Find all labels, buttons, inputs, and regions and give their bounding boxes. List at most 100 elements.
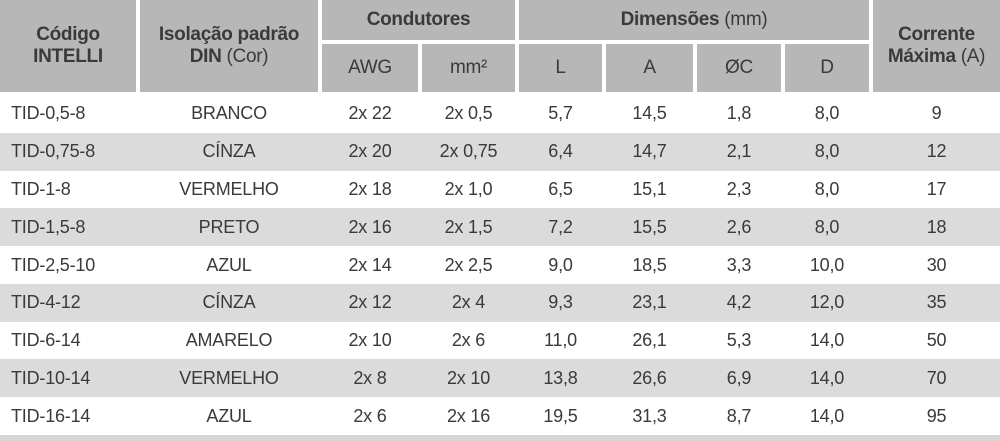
header-dimensions-label: Dimensões (mm) bbox=[621, 9, 768, 31]
table-row: TID-1-8 VERMELHO 2x 18 2x 1,0 6,5 15,1 2,3 8,0 1… bbox=[0, 170, 1000, 209]
cell-awg: 2x 18 bbox=[348, 178, 392, 199]
cell-oc: 5,3 bbox=[726, 330, 752, 351]
table-row: TID-10-14 VERMELHO 2x 8 2x 10 13,8 26,6 6,9 14,… bbox=[0, 359, 1000, 398]
cell-mm2: 2x 2,5 bbox=[444, 254, 493, 275]
cell-color: CÍNZA bbox=[202, 292, 256, 313]
cell-a: 26,6 bbox=[632, 367, 667, 388]
cell-oc: 1,8 bbox=[726, 103, 752, 124]
cell-mm2: 2x 6 bbox=[451, 330, 486, 351]
cell-code: TID-10-14 bbox=[11, 367, 91, 388]
cell-color: AMARELO bbox=[185, 330, 273, 351]
bottom-strip bbox=[0, 435, 1000, 441]
cell-code: TID-1,5-8 bbox=[11, 216, 86, 237]
cell-d: 14,0 bbox=[809, 330, 845, 351]
cell-code: TID-1-8 bbox=[11, 178, 71, 199]
cell-color: AZUL bbox=[206, 254, 252, 275]
header-sub-d: D bbox=[785, 44, 869, 92]
header-conductors-label: Condutores bbox=[366, 8, 471, 30]
cell-a: 14,7 bbox=[632, 141, 667, 162]
header-sub-a: A bbox=[606, 44, 693, 92]
cell-oc: 4,2 bbox=[726, 292, 752, 313]
table-row: TID-6-14 AMARELO 2x 10 2x 6 11,0 26,1 5,3 14,0 5… bbox=[0, 321, 1000, 360]
cell-mm2: 2x 10 bbox=[446, 367, 491, 388]
header-dimensions-group: Dimensões (mm) bbox=[519, 0, 869, 40]
cell-l: 11,0 bbox=[544, 330, 577, 351]
cell-color: CÍNZA bbox=[202, 141, 256, 162]
header-code: Código INTELLI bbox=[0, 0, 136, 92]
table-header: Código INTELLI Isolação padrão DIN (Cor)… bbox=[0, 0, 1000, 92]
cell-mm2: 2x 0,5 bbox=[444, 103, 493, 124]
cell-current: 17 bbox=[926, 178, 947, 199]
cell-mm2: 2x 1,0 bbox=[444, 178, 493, 199]
cell-code: TID-0,5-8 bbox=[11, 103, 86, 124]
cell-awg: 2x 12 bbox=[348, 292, 392, 313]
cell-awg: 2x 10 bbox=[348, 330, 392, 351]
cell-current: 95 bbox=[926, 405, 947, 426]
cell-a: 23,1 bbox=[632, 292, 667, 313]
cell-l: 9,3 bbox=[548, 292, 573, 313]
cell-a: 26,1 bbox=[632, 330, 667, 351]
cell-awg: 2x 8 bbox=[353, 367, 387, 388]
header-sub-mm2: mm² bbox=[422, 44, 515, 92]
cell-color: VERMELHO bbox=[179, 178, 279, 199]
cell-color: AZUL bbox=[206, 405, 252, 426]
table-row: TID-2,5-10 AZUL 2x 14 2x 2,5 9,0 18,5 3,3 10,0 3… bbox=[0, 246, 1000, 284]
cell-color: PRETO bbox=[198, 216, 260, 237]
header-insulation-line2: DIN (Cor) bbox=[190, 46, 269, 68]
cell-mm2: 2x 0,75 bbox=[439, 141, 498, 162]
header-insulation-line1: Isolação padrão bbox=[158, 23, 300, 45]
header-conductors-group: Condutores bbox=[322, 0, 515, 40]
cell-a: 14,5 bbox=[632, 103, 667, 124]
cell-l: 6,5 bbox=[548, 178, 573, 199]
cell-d: 8,0 bbox=[814, 141, 840, 162]
header-dimensions-word: Dimensões bbox=[620, 8, 720, 30]
cell-a: 15,5 bbox=[632, 216, 667, 237]
cell-awg: 2x 20 bbox=[348, 141, 392, 162]
cell-code: TID-0,75-8 bbox=[11, 141, 96, 162]
cell-awg: 2x 22 bbox=[348, 103, 392, 124]
cell-d: 8,0 bbox=[814, 103, 840, 124]
header-sub-l: L bbox=[519, 44, 602, 92]
cell-awg: 2x 16 bbox=[348, 216, 392, 237]
cell-a: 15,1 bbox=[632, 178, 667, 199]
cell-current: 50 bbox=[926, 330, 947, 351]
cell-code: TID-16-14 bbox=[11, 405, 91, 426]
cell-l: 19,5 bbox=[543, 405, 578, 426]
cell-mm2: 2x 4 bbox=[451, 292, 486, 313]
cell-code: TID-6-14 bbox=[11, 330, 81, 351]
table-row: TID-0,5-8 BRANCO 2x 22 2x 0,5 5,7 14,5 1,8 8,0 9 bbox=[0, 95, 1000, 133]
cell-color: BRANCO bbox=[191, 103, 267, 124]
cell-l: 5,7 bbox=[548, 103, 573, 124]
cell-a: 18,5 bbox=[632, 254, 667, 275]
header-current-line1: Corrente bbox=[898, 23, 975, 45]
header-current-unit: (A) bbox=[960, 46, 986, 67]
table-row: TID-1,5-8 PRETO 2x 16 2x 1,5 7,2 15,5 2,6 8,0 18 bbox=[0, 208, 1000, 247]
cell-oc: 8,7 bbox=[726, 405, 752, 426]
cell-a: 31,3 bbox=[632, 405, 667, 426]
cell-code: TID-2,5-10 bbox=[11, 254, 96, 275]
cell-current: 35 bbox=[926, 292, 947, 313]
cell-oc: 3,3 bbox=[726, 254, 752, 275]
cell-l: 6,4 bbox=[548, 141, 573, 162]
cell-l: 7,2 bbox=[548, 216, 573, 237]
header-insulation-din: DIN bbox=[189, 46, 222, 67]
cell-awg: 2x 14 bbox=[348, 254, 392, 275]
cell-current: 12 bbox=[926, 141, 947, 162]
cell-oc: 6,9 bbox=[726, 367, 752, 388]
header-code-line2: INTELLI bbox=[33, 46, 103, 67]
header-sub-awg: AWG bbox=[322, 44, 418, 92]
table-row: TID-0,75-8 CÍNZA 2x 20 2x 0,75 6,4 14,7 2,1 8,0… bbox=[0, 132, 1000, 171]
cell-oc: 2,1 bbox=[726, 141, 752, 162]
cell-current: 30 bbox=[926, 254, 947, 275]
cell-l: 9,0 bbox=[548, 254, 573, 275]
cell-current: 70 bbox=[926, 367, 947, 388]
header-insulation: Isolação padrão DIN (Cor) bbox=[140, 0, 318, 92]
table-row: TID-16-14 AZUL 2x 6 2x 16 19,5 31,3 8,7 14,0 95 bbox=[0, 397, 1000, 436]
cell-code: TID-4-12 bbox=[11, 292, 81, 313]
cell-mm2: 2x 16 bbox=[446, 405, 491, 426]
cell-awg: 2x 6 bbox=[353, 405, 387, 426]
header-insulation-cor: (Cor) bbox=[226, 46, 269, 67]
cell-current: 18 bbox=[926, 216, 947, 237]
header-current-word: Máxima bbox=[887, 46, 956, 67]
